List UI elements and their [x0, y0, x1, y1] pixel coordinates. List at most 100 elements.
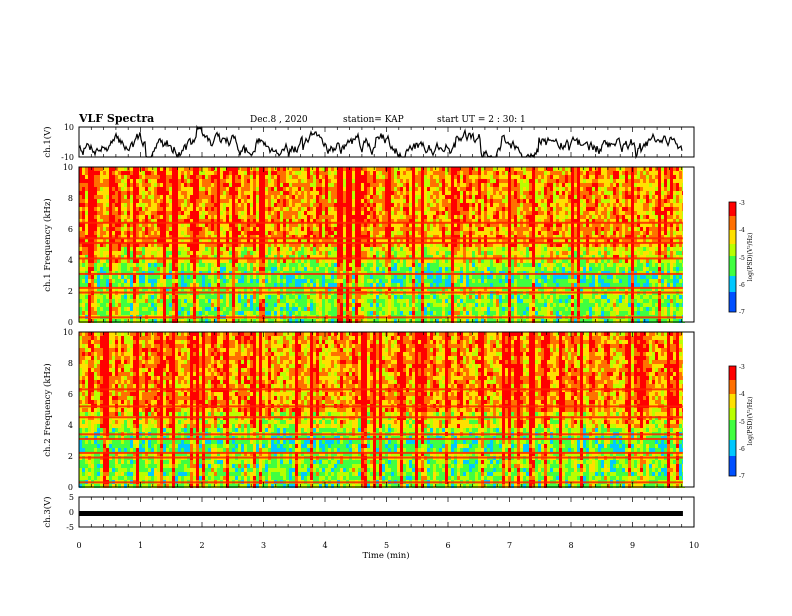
spectrogram-cell — [409, 259, 412, 263]
spectrogram-cell — [166, 283, 169, 287]
spectrogram-cell — [205, 171, 208, 175]
spectrogram-cell — [175, 295, 178, 299]
spectrogram-cell — [268, 295, 271, 299]
spectrogram-cell — [205, 187, 208, 191]
spectrogram-cell — [151, 279, 154, 283]
spectrogram-cell — [271, 199, 274, 203]
spectrogram-cell — [280, 259, 283, 263]
spectrogram-cell — [316, 191, 319, 195]
spectrogram-cell — [391, 211, 394, 215]
spectrogram-cell — [253, 207, 256, 211]
spectrogram-cell — [373, 311, 376, 315]
spectrogram-cell — [250, 275, 253, 279]
spectrogram-cell — [424, 179, 427, 183]
spectrogram-cell — [214, 231, 217, 235]
spectrogram-cell — [385, 211, 388, 215]
spectrogram-cell — [151, 191, 154, 195]
spectrogram-cell — [262, 231, 265, 235]
spectrogram-cell — [418, 259, 421, 263]
spectrogram-cell — [157, 199, 160, 203]
spectrogram-cell — [166, 311, 169, 315]
spectrogram-cell — [220, 295, 223, 299]
spectrogram-cell — [103, 187, 106, 191]
spectrogram-cell — [124, 179, 127, 183]
spectrogram-cell — [358, 203, 361, 207]
spectrogram-cell — [247, 199, 250, 203]
spectrogram-cell — [121, 199, 124, 203]
spectrogram-cell — [121, 211, 124, 215]
spectrogram-cell — [403, 199, 406, 203]
spectrogram-cell — [451, 299, 454, 303]
spectrogram-cell — [145, 187, 148, 191]
spectrogram-cell — [280, 183, 283, 187]
spectrogram-cell — [427, 207, 430, 211]
spectrogram-cell — [382, 279, 385, 283]
spectrogram-cell — [268, 179, 271, 183]
spectrogram-cell — [229, 227, 232, 231]
spectrogram-cell — [439, 211, 442, 215]
spectrogram-cell — [169, 279, 172, 283]
spectrogram-cell — [322, 259, 325, 263]
spectrogram-cell — [187, 187, 190, 191]
spectrogram-cell — [190, 311, 193, 315]
spectrogram-cell — [403, 263, 406, 267]
spectrogram-cell — [283, 295, 286, 299]
spectrogram-cell — [133, 191, 136, 195]
spectrogram-cell — [226, 211, 229, 215]
spectrogram-cell — [346, 311, 349, 315]
spectrogram-cell — [232, 171, 235, 175]
spectrogram-cell — [100, 283, 103, 287]
spectrogram-cell — [211, 207, 214, 211]
spectrogram-cell — [259, 247, 262, 251]
spectrogram-cell — [274, 251, 277, 255]
spectrogram-cell — [358, 275, 361, 279]
spectrogram-cell — [190, 231, 193, 235]
spectrogram-cell — [217, 199, 220, 203]
spectrogram-cell — [184, 259, 187, 263]
spectrogram-cell — [256, 295, 259, 299]
spectrogram-cell — [364, 295, 367, 299]
spectrogram-cell — [331, 275, 334, 279]
spectrogram-cell — [232, 295, 235, 299]
spectrogram-cell — [103, 275, 106, 279]
spectrogram-cell — [397, 283, 400, 287]
spectrogram-cell — [397, 187, 400, 191]
spectrogram-cell — [421, 199, 424, 203]
spectrogram-cell — [379, 191, 382, 195]
spectrogram-cell — [370, 195, 373, 199]
spectrogram-cell — [307, 167, 310, 171]
spectrogram-cell — [181, 259, 184, 263]
spectrogram-cell — [334, 203, 337, 207]
spectrogram-cell — [301, 267, 304, 271]
spectrogram-cell — [154, 299, 157, 303]
spectrogram-cell — [154, 231, 157, 235]
spectrogram-cell — [82, 203, 85, 207]
spectrogram-cell — [181, 247, 184, 251]
spectrogram-cell — [151, 263, 154, 267]
spectrogram-cell — [169, 247, 172, 251]
spectrogram-cell — [427, 191, 430, 195]
spectrogram-cell — [346, 167, 349, 171]
spectrogram-cell — [256, 199, 259, 203]
spectrogram-cell — [130, 307, 133, 311]
spectrogram-cell — [82, 191, 85, 195]
spectrogram-cell — [400, 247, 403, 251]
spectrogram-cell — [151, 283, 154, 287]
spectrogram-cell — [181, 179, 184, 183]
spectrogram-cell — [373, 187, 376, 191]
spectrogram-cell — [436, 183, 439, 187]
spectrogram-cell — [217, 231, 220, 235]
spectrogram-cell — [361, 187, 364, 191]
spectrogram-cell — [163, 251, 166, 255]
spectrogram-cell — [145, 179, 148, 183]
spectrogram-cell — [118, 171, 121, 175]
spectrogram-cell — [112, 251, 115, 255]
spectrogram-cell — [271, 307, 274, 311]
spectrogram-cell — [421, 279, 424, 283]
spectrogram-cell — [274, 171, 277, 175]
spectrogram-cell — [268, 267, 271, 271]
spectrogram-cell — [118, 263, 121, 267]
spectrogram-cell — [427, 167, 430, 171]
spectrogram-cell — [337, 207, 340, 211]
spectrogram-cell — [292, 251, 295, 255]
